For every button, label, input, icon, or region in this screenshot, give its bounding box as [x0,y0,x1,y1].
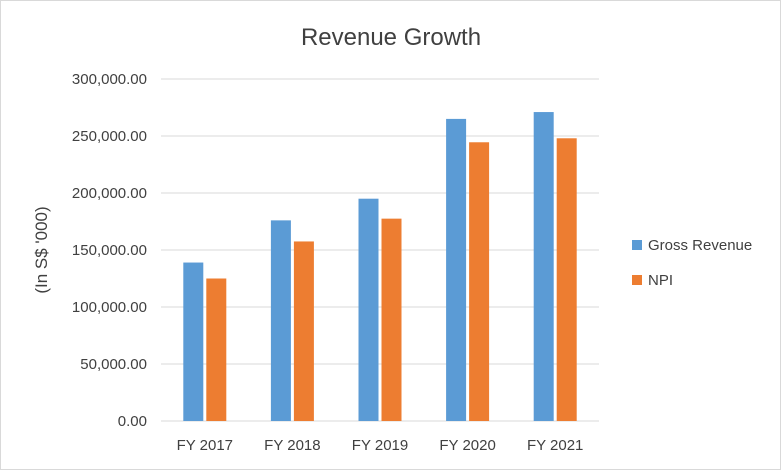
y-tick-label: 100,000.00 [72,299,147,316]
gridlines [161,78,599,422]
bar-npi [469,142,490,421]
legend: Gross Revenue NPI [632,237,752,289]
y-tick-label: 0.00 [118,413,147,430]
bar-gross-revenue [358,198,379,421]
y-tick-label: 300,000.00 [72,71,147,88]
x-axis-ticks: FY 2017 FY 2018 FY 2019 FY 2020 FY 2021 [177,437,584,454]
y-tick-label: 250,000.00 [72,128,147,145]
y-tick-label: 200,000.00 [72,185,147,202]
bar-npi [206,278,227,421]
y-axis-ticks: 0.00 50,000.00 100,000.00 150,000.00 200,000… [72,71,147,430]
y-tick-label: 150,000.00 [72,242,147,259]
bar-gross-revenue [183,262,204,421]
chart-title: Revenue Growth [301,24,481,51]
bar-npi [293,241,314,421]
bars [183,112,577,422]
legend-label-npi: NPI [648,272,673,289]
y-tick-label: 50,000.00 [80,356,147,373]
y-axis-label: (In S$ '000) [32,206,51,293]
bar-gross-revenue [446,118,467,422]
bar-npi [556,138,577,421]
x-tick-label: FY 2021 [527,437,583,454]
bar-gross-revenue [533,112,554,421]
legend-label-gross-revenue: Gross Revenue [648,237,752,254]
x-tick-label: FY 2020 [439,437,495,454]
x-tick-label: FY 2019 [352,437,408,454]
bar-gross-revenue [270,220,291,421]
x-tick-label: FY 2017 [177,437,233,454]
legend-swatch-npi [632,275,642,285]
bar-npi [381,218,402,421]
legend-swatch-gross-revenue [632,240,642,250]
x-tick-label: FY 2018 [264,437,320,454]
